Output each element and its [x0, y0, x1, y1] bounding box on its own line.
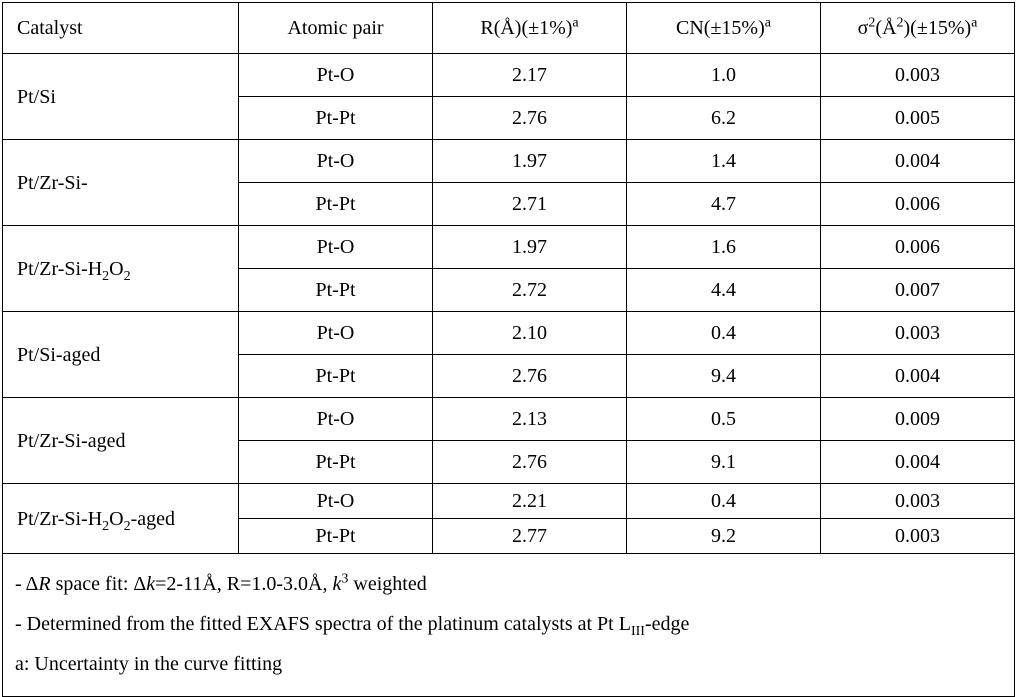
- pair-cell: Pt-O: [239, 398, 433, 441]
- pair-cell: Pt-O: [239, 54, 433, 97]
- catalyst-cell: Pt/Zr-Si-: [3, 140, 239, 226]
- r-cell: 1.97: [433, 226, 627, 269]
- sigma-cell: 0.009: [821, 398, 1015, 441]
- cn-cell: 9.2: [627, 519, 821, 554]
- header-r: R(Å)(±1%)a: [433, 3, 627, 54]
- pair-cell: Pt-Pt: [239, 355, 433, 398]
- sigma-cell: 0.005: [821, 97, 1015, 140]
- header-cn: CN(±15%)a: [627, 3, 821, 54]
- notes-cell: - ΔR space fit: Δk=2-11Å, R=1.0-3.0Å, k3…: [3, 554, 1015, 697]
- table-row: Pt/Zr-Si-Pt-O1.971.40.004: [3, 140, 1015, 183]
- table-row: Pt/Zr-Si-agedPt-O2.130.50.009: [3, 398, 1015, 441]
- table-row: Pt/Zr-Si-H2O2-agedPt-O2.210.40.003: [3, 484, 1015, 519]
- cn-cell: 4.4: [627, 269, 821, 312]
- r-cell: 2.77: [433, 519, 627, 554]
- catalyst-cell: Pt/Zr-Si-H2O2: [3, 226, 239, 312]
- pair-cell: Pt-Pt: [239, 519, 433, 554]
- exafs-table: Catalyst Atomic pair R(Å)(±1%)a CN(±15%)…: [2, 2, 1015, 697]
- catalyst-cell: Pt/Zr-Si-H2O2-aged: [3, 484, 239, 554]
- sigma-cell: 0.006: [821, 183, 1015, 226]
- table-header-row: Catalyst Atomic pair R(Å)(±1%)a CN(±15%)…: [3, 3, 1015, 54]
- r-cell: 2.21: [433, 484, 627, 519]
- sigma-cell: 0.004: [821, 441, 1015, 484]
- sigma-cell: 0.003: [821, 54, 1015, 97]
- pair-cell: Pt-Pt: [239, 441, 433, 484]
- sigma-cell: 0.003: [821, 484, 1015, 519]
- r-cell: 2.10: [433, 312, 627, 355]
- r-cell: 2.76: [433, 355, 627, 398]
- r-cell: 2.13: [433, 398, 627, 441]
- pair-cell: Pt-Pt: [239, 183, 433, 226]
- catalyst-cell: Pt/Si: [3, 54, 239, 140]
- sigma-cell: 0.003: [821, 519, 1015, 554]
- cn-cell: 1.4: [627, 140, 821, 183]
- cn-cell: 0.4: [627, 312, 821, 355]
- cn-cell: 9.1: [627, 441, 821, 484]
- notes-row: - ΔR space fit: Δk=2-11Å, R=1.0-3.0Å, k3…: [3, 554, 1015, 697]
- pair-cell: Pt-O: [239, 484, 433, 519]
- r-cell: 2.76: [433, 441, 627, 484]
- r-cell: 2.17: [433, 54, 627, 97]
- sigma-cell: 0.006: [821, 226, 1015, 269]
- cn-cell: 0.5: [627, 398, 821, 441]
- table-row: Pt/Zr-Si-H2O2Pt-O1.971.60.006: [3, 226, 1015, 269]
- cn-cell: 6.2: [627, 97, 821, 140]
- cn-cell: 1.6: [627, 226, 821, 269]
- sigma-cell: 0.007: [821, 269, 1015, 312]
- sigma-cell: 0.004: [821, 355, 1015, 398]
- header-catalyst: Catalyst: [3, 3, 239, 54]
- cn-cell: 4.7: [627, 183, 821, 226]
- pair-cell: Pt-Pt: [239, 97, 433, 140]
- pair-cell: Pt-Pt: [239, 269, 433, 312]
- header-sigma: σ2(Å2)(±15%)a: [821, 3, 1015, 54]
- table-row: Pt/Si-agedPt-O2.100.40.003: [3, 312, 1015, 355]
- cn-cell: 0.4: [627, 484, 821, 519]
- pair-cell: Pt-O: [239, 312, 433, 355]
- pair-cell: Pt-O: [239, 140, 433, 183]
- r-cell: 2.72: [433, 269, 627, 312]
- pair-cell: Pt-O: [239, 226, 433, 269]
- r-cell: 1.97: [433, 140, 627, 183]
- cn-cell: 9.4: [627, 355, 821, 398]
- catalyst-cell: Pt/Si-aged: [3, 312, 239, 398]
- table-row: Pt/SiPt-O2.171.00.003: [3, 54, 1015, 97]
- r-cell: 2.71: [433, 183, 627, 226]
- cn-cell: 1.0: [627, 54, 821, 97]
- catalyst-cell: Pt/Zr-Si-aged: [3, 398, 239, 484]
- header-atomic-pair: Atomic pair: [239, 3, 433, 54]
- sigma-cell: 0.004: [821, 140, 1015, 183]
- r-cell: 2.76: [433, 97, 627, 140]
- sigma-cell: 0.003: [821, 312, 1015, 355]
